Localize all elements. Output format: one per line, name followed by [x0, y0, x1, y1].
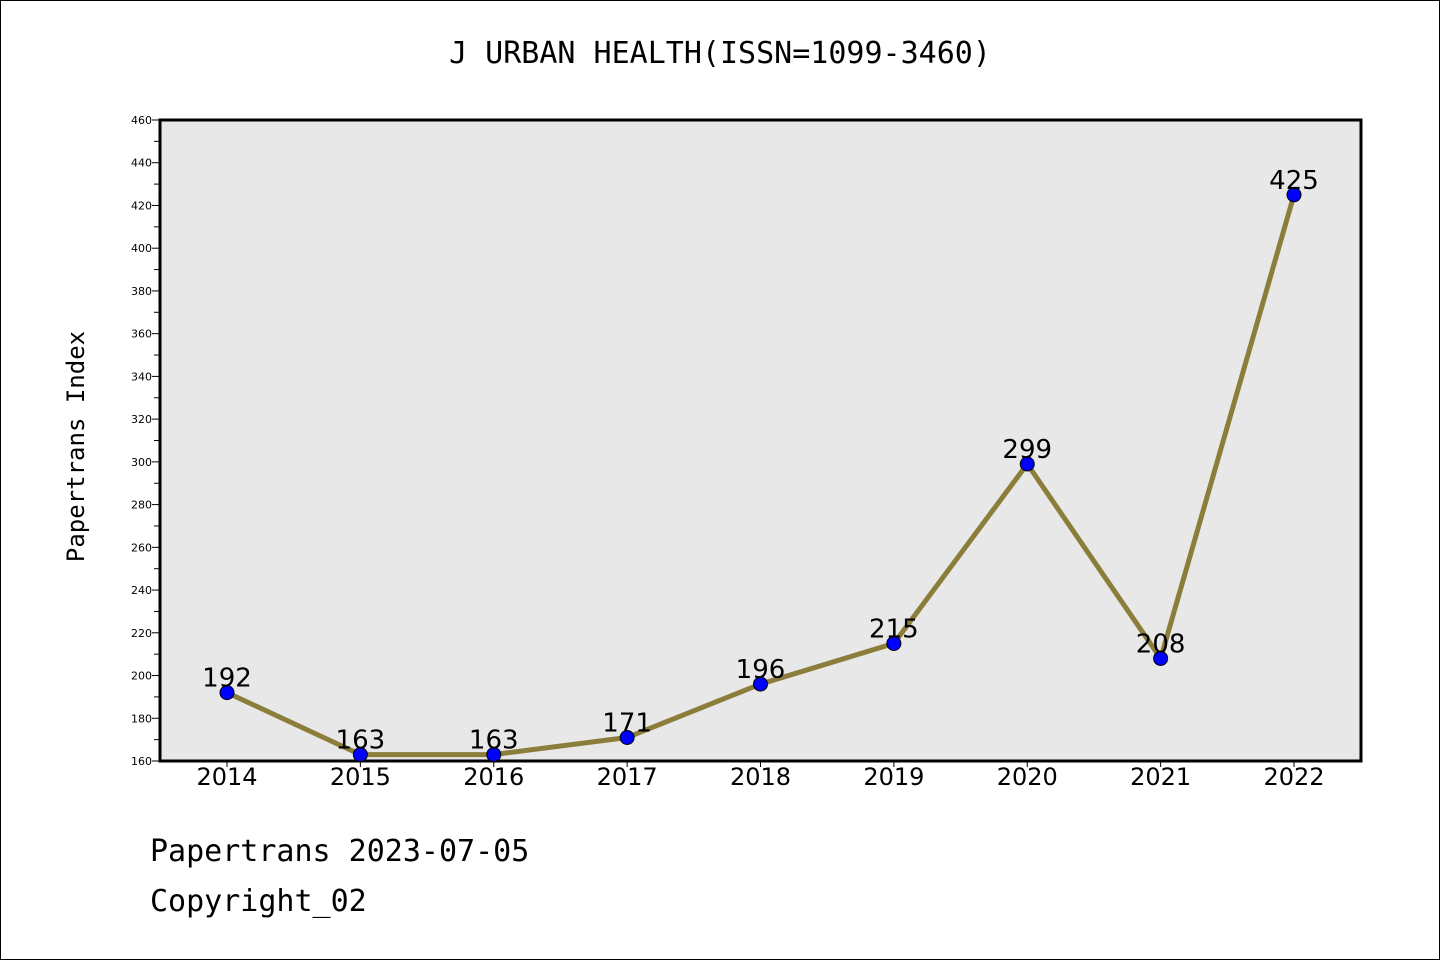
data-label: 163 [336, 726, 386, 756]
data-point [352, 747, 368, 763]
data-label: 196 [736, 655, 786, 685]
x-axis: 2014 2015 2016 2017 2018 2019 2020 2021 2022 [196, 761, 1325, 791]
y-tick-label: 260 [131, 541, 152, 554]
data-point [886, 635, 902, 651]
data-point [1286, 187, 1302, 203]
y-axis: 160 180 200 220 240 260 280 300 320 340 360 380 400 4… [131, 114, 160, 768]
y-tick-label: 240 [131, 584, 152, 597]
x-tick-label: 2015 [330, 763, 391, 791]
x-tick-label: 2022 [1263, 763, 1324, 791]
y-tick-label: 340 [131, 370, 152, 383]
data-labels: 192 163 163 171 196 215 299 208 425 [202, 166, 1319, 756]
y-tick-label: 220 [131, 627, 152, 640]
data-point [753, 676, 768, 692]
data-label: 299 [1002, 435, 1052, 465]
data-point [486, 747, 502, 763]
y-axis-label: Papertrans Index [62, 331, 90, 562]
y-tick-label: 400 [131, 242, 152, 255]
data-label: 192 [202, 664, 252, 694]
y-tick-label: 200 [131, 670, 152, 683]
data-label: 208 [1136, 629, 1186, 659]
footer-date: Papertrans 2023-07-05 [150, 834, 530, 869]
x-tick-label: 2016 [463, 763, 524, 791]
data-label: 215 [869, 614, 919, 644]
y-tick-label: 160 [131, 755, 152, 768]
x-tick-label: 2014 [196, 763, 257, 791]
y-tick-label: 440 [131, 157, 152, 170]
y-tick-label: 360 [131, 328, 152, 341]
x-tick-label: 2019 [863, 763, 924, 791]
y-tick-label: 280 [131, 499, 152, 512]
x-tick-label: 2021 [1130, 763, 1191, 791]
x-tick-label: 2017 [597, 763, 658, 791]
data-point [219, 685, 235, 701]
data-label: 171 [602, 708, 652, 738]
data-point [1019, 456, 1035, 472]
chart-title: J URBAN HEALTH(ISSN=1099-3460) [449, 36, 991, 71]
data-point [619, 729, 635, 745]
footer-copyright: Copyright_02 [150, 884, 367, 919]
x-tick-label: 2018 [730, 763, 791, 791]
data-points [219, 187, 1302, 763]
x-tick-label: 2020 [997, 763, 1058, 791]
y-tick-label: 300 [131, 456, 152, 469]
data-label: 163 [469, 726, 519, 756]
y-tick-label: 380 [131, 285, 152, 298]
data-label: 425 [1269, 166, 1319, 196]
y-tick-label: 180 [131, 712, 152, 725]
data-point [1153, 650, 1169, 666]
y-tick-label: 320 [131, 413, 152, 426]
y-tick-label: 460 [131, 114, 152, 127]
y-tick-label: 420 [131, 199, 152, 212]
